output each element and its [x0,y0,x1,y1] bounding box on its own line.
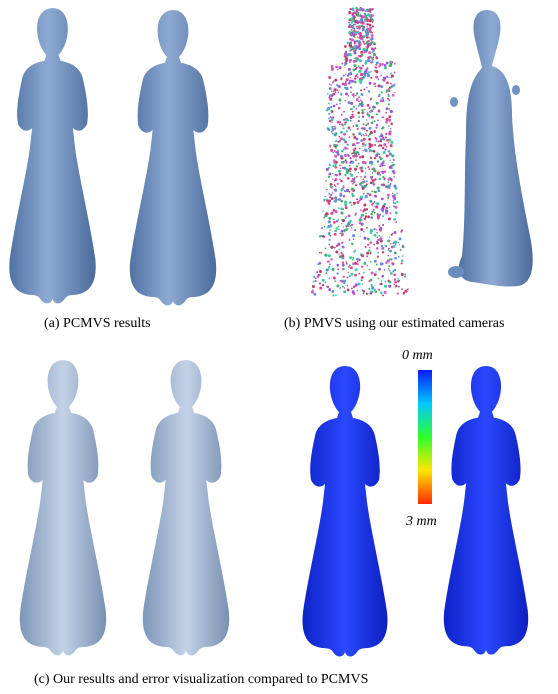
error-front-figure [290,362,400,662]
colorbar-top-label: 0 mm [402,348,433,363]
caption-a: (a) PCMVS results [44,316,151,331]
caption-c: (c) Our results and error visualization … [34,672,369,687]
pcmvs-back-figure [122,6,224,311]
pmvs-mesh-figure [432,6,542,291]
colorbar-bottom-label: 3 mm [406,514,437,529]
pmvs-blob-mesh [458,10,533,287]
ours-front-figure [8,356,118,661]
error-colorbar [418,370,432,509]
pcmvs-front-figure [0,4,105,309]
error-back-figure [430,362,542,660]
ours-back-figure [132,356,240,661]
caption-b: (b) PMVS using our estimated cameras [284,316,505,331]
point-cloud-dots [310,6,409,297]
pmvs-point-cloud [306,2,416,302]
